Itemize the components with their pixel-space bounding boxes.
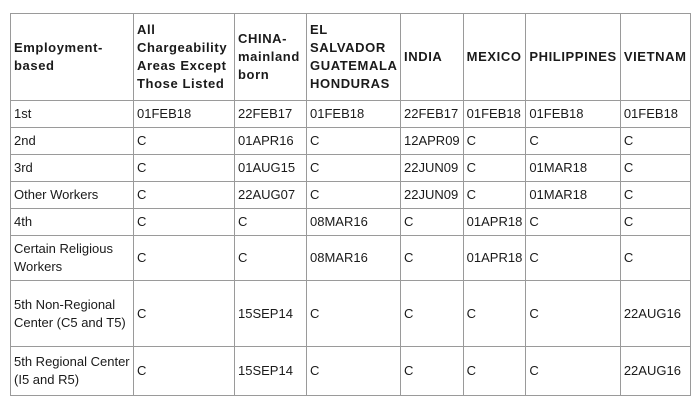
- table-cell-china: 01APR16: [234, 127, 307, 155]
- table-cell-all-chargeability: C: [133, 346, 235, 396]
- table-cell-philippines: C: [525, 208, 621, 236]
- column-header-china: CHINA-mainland born: [234, 13, 307, 101]
- table-cell-mexico: C: [462, 127, 527, 155]
- row-label: 3rd: [10, 154, 134, 182]
- table-cell-vietnam: C: [619, 208, 691, 236]
- table-cell-india: C: [400, 346, 464, 396]
- table-cell-el-salvador-guatemala-honduras: 08MAR16: [306, 208, 401, 236]
- column-header-mexico: MEXICO: [462, 13, 527, 101]
- table-cell-philippines: 01FEB18: [525, 100, 621, 128]
- table-row: 3rd C 01AUG15 C 22JUN09 C 01MAR18 C: [10, 154, 691, 182]
- column-header-vietnam: VIETNAM: [619, 13, 691, 101]
- table-cell-china: 22FEB17: [234, 100, 307, 128]
- table-cell-mexico: C: [462, 280, 527, 347]
- row-label: 2nd: [10, 127, 134, 155]
- table-cell-mexico: 01APR18: [462, 235, 527, 281]
- table-cell-vietnam: C: [619, 181, 691, 209]
- table-row: 5th Non-Regional Center (C5 and T5) C 15SE…: [10, 280, 691, 347]
- row-label: 4th: [10, 208, 134, 236]
- table-cell-mexico: C: [462, 346, 527, 396]
- table-row: Certain Religious Workers C C 08MAR16 C 01APR…: [10, 235, 691, 281]
- column-header-all-chargeability: All Chargeability Areas Except Those Lis…: [133, 13, 235, 101]
- table-cell-mexico: C: [462, 154, 527, 182]
- table-cell-all-chargeability: C: [133, 235, 235, 281]
- row-label: 5th Non-Regional Center (C5 and T5): [10, 280, 134, 347]
- table-cell-mexico: 01APR18: [462, 208, 527, 236]
- table-cell-philippines: C: [525, 280, 621, 347]
- table-cell-china: C: [234, 235, 307, 281]
- column-header-employment-based: Employment-based: [10, 13, 134, 101]
- table-cell-vietnam: C: [619, 235, 691, 281]
- table-row: 4th C C 08MAR16 C 01APR18 C C: [10, 208, 691, 236]
- column-header-india: INDIA: [400, 13, 464, 101]
- table-row: Other Workers C 22AUG07 C 22JUN09 C 01MAR18 C: [10, 181, 691, 209]
- table-cell-philippines: 01MAR18: [525, 154, 621, 182]
- column-header-el-salvador-guatemala-honduras: EL SALVADOR GUATEMALA HONDURAS: [306, 13, 401, 101]
- table-cell-vietnam: 22AUG16: [619, 280, 691, 347]
- table-cell-el-salvador-guatemala-honduras: C: [306, 181, 401, 209]
- table-cell-vietnam: 01FEB18: [619, 100, 691, 128]
- table-row: 2nd C 01APR16 C 12APR09 C C C: [10, 127, 691, 155]
- table-cell-philippines: C: [525, 127, 621, 155]
- table-cell-china: 15SEP14: [234, 346, 307, 396]
- table-cell-china: 01AUG15: [234, 154, 307, 182]
- table-cell-china: C: [234, 208, 307, 236]
- table-cell-philippines: C: [525, 346, 621, 396]
- table-cell-all-chargeability: C: [133, 127, 235, 155]
- table-cell-philippines: 01MAR18: [525, 181, 621, 209]
- table-cell-india: 22JUN09: [400, 154, 464, 182]
- table-cell-india: 12APR09: [400, 127, 464, 155]
- table-cell-all-chargeability: C: [133, 280, 235, 347]
- table-cell-china: 22AUG07: [234, 181, 307, 209]
- table-cell-el-salvador-guatemala-honduras: C: [306, 280, 401, 347]
- table-cell-el-salvador-guatemala-honduras: 01FEB18: [306, 100, 401, 128]
- table-cell-india: C: [400, 235, 464, 281]
- table-cell-vietnam: C: [619, 127, 691, 155]
- row-label: Certain Religious Workers: [10, 235, 134, 281]
- table-cell-el-salvador-guatemala-honduras: C: [306, 127, 401, 155]
- table-cell-all-chargeability: 01FEB18: [133, 100, 235, 128]
- row-label: 5th Regional Center (I5 and R5): [10, 346, 134, 396]
- table-cell-china: 15SEP14: [234, 280, 307, 347]
- table-cell-philippines: C: [525, 235, 621, 281]
- table-cell-all-chargeability: C: [133, 181, 235, 209]
- table-cell-vietnam: C: [619, 154, 691, 182]
- row-label: 1st: [10, 100, 134, 128]
- table-cell-india: C: [400, 280, 464, 347]
- table-cell-el-salvador-guatemala-honduras: C: [306, 346, 401, 396]
- table-cell-india: 22FEB17: [400, 100, 464, 128]
- table-cell-mexico: C: [462, 181, 527, 209]
- table-row: 1st 01FEB18 22FEB17 01FEB18 22FEB17 01FEB18 01…: [10, 100, 691, 128]
- header-row: Employment-based All Chargeability Areas …: [10, 13, 691, 101]
- table-cell-all-chargeability: C: [133, 154, 235, 182]
- column-header-philippines: PHILIPPINES: [525, 13, 621, 101]
- table-cell-mexico: 01FEB18: [462, 100, 527, 128]
- row-label: Other Workers: [10, 181, 134, 209]
- visa-bulletin-table: Employment-based All Chargeability Areas …: [10, 13, 691, 396]
- table-cell-el-salvador-guatemala-honduras: 08MAR16: [306, 235, 401, 281]
- table-cell-vietnam: 22AUG16: [619, 346, 691, 396]
- table-cell-all-chargeability: C: [133, 208, 235, 236]
- table-row: 5th Regional Center (I5 and R5) C 15SEP14 C…: [10, 346, 691, 396]
- table-cell-el-salvador-guatemala-honduras: C: [306, 154, 401, 182]
- table-cell-india: C: [400, 208, 464, 236]
- table-cell-india: 22JUN09: [400, 181, 464, 209]
